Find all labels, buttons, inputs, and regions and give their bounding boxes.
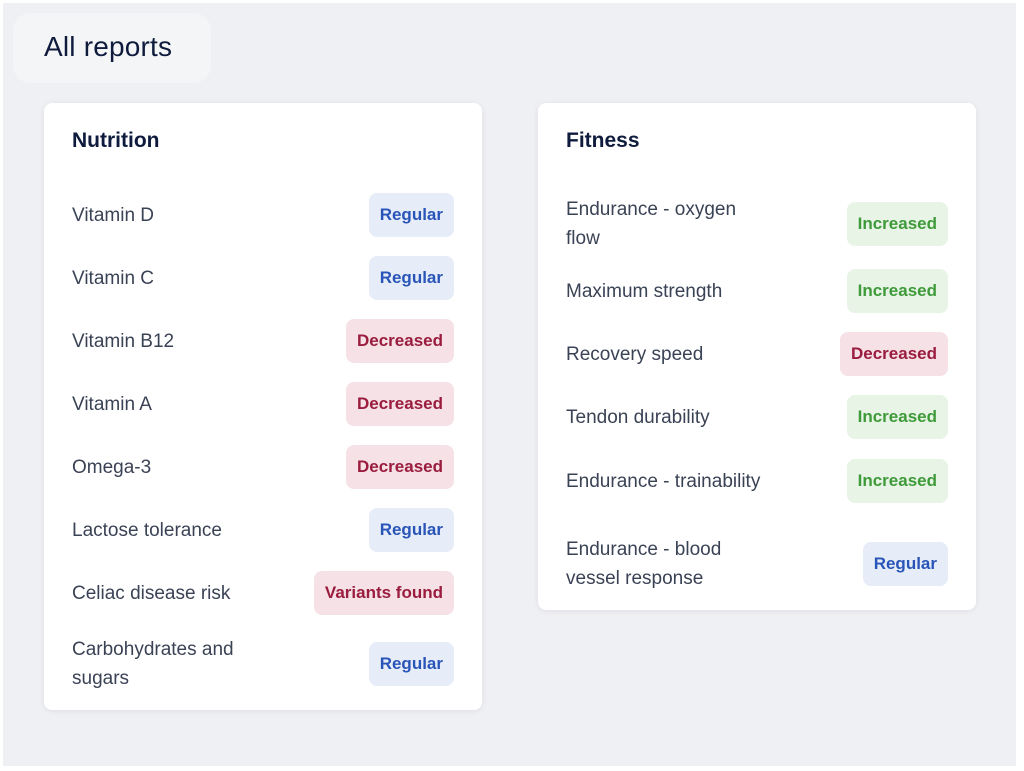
report-label: Celiac disease risk — [72, 582, 231, 604]
status-badge: Increased — [846, 202, 948, 246]
status-badge: Increased — [846, 395, 948, 439]
status-badge: Variants found — [313, 571, 454, 615]
report-label: Maximum strength — [566, 280, 723, 302]
report-label: Vitamin A — [72, 393, 152, 415]
status-badge: Decreased — [839, 332, 948, 376]
report-label: Tendon durability — [566, 406, 710, 428]
nutrition-card-title: Nutrition — [72, 129, 160, 152]
report-label: Vitamin D — [72, 204, 155, 226]
report-row-tendon-durability[interactable]: Tendon durability Increased — [566, 395, 948, 439]
status-badge: Regular — [368, 193, 454, 237]
report-label: Lactose tolerance — [72, 519, 222, 541]
report-row-vitamin-c[interactable]: Vitamin C Regular — [72, 256, 454, 300]
status-badge: Decreased — [345, 445, 454, 489]
status-badge: Decreased — [345, 319, 454, 363]
status-badge: Regular — [368, 642, 454, 686]
status-badge: Decreased — [345, 382, 454, 426]
report-label: Carbohydrates and sugars — [72, 639, 234, 689]
status-badge: Regular — [368, 256, 454, 300]
report-label: Endurance - trainability — [566, 470, 761, 492]
report-label: Vitamin C — [72, 267, 155, 289]
report-row-vitamin-d[interactable]: Vitamin D Regular — [72, 193, 454, 237]
report-label: Vitamin B12 — [72, 330, 175, 352]
fitness-card: Fitness Endurance - oxygen flow Increase… — [538, 103, 976, 610]
report-label: Endurance - oxygen flow — [566, 199, 737, 249]
status-badge: Regular — [368, 508, 454, 552]
report-row-vitamin-a[interactable]: Vitamin A Decreased — [72, 382, 454, 426]
report-row-endurance-blood-vessel-response[interactable]: Endurance - blood vessel response Regula… — [566, 535, 948, 593]
report-row-celiac-disease-risk[interactable]: Celiac disease risk Variants found — [72, 571, 454, 615]
report-row-endurance-trainability[interactable]: Endurance - trainability Increased — [566, 459, 948, 503]
report-row-endurance-oxygen-flow[interactable]: Endurance - oxygen flow Increased — [566, 195, 948, 253]
report-row-lactose-tolerance[interactable]: Lactose tolerance Regular — [72, 508, 454, 552]
reports-page: All reports Nutrition Vitamin D Regular … — [3, 3, 1016, 766]
report-row-vitamin-b12[interactable]: Vitamin B12 Decreased — [72, 319, 454, 363]
report-row-recovery-speed[interactable]: Recovery speed Decreased — [566, 332, 948, 376]
page-title-backdrop — [13, 13, 211, 83]
fitness-card-title: Fitness — [566, 129, 640, 152]
report-label: Omega-3 — [72, 456, 152, 478]
status-badge: Regular — [862, 542, 948, 586]
status-badge: Increased — [846, 459, 948, 503]
nutrition-card: Nutrition Vitamin D Regular Vitamin C Re… — [44, 103, 482, 710]
page-title: All reports — [44, 31, 173, 62]
report-label: Recovery speed — [566, 343, 704, 365]
report-row-omega-3[interactable]: Omega-3 Decreased — [72, 445, 454, 489]
report-row-carbohydrates-and-sugars[interactable]: Carbohydrates and sugars Regular — [72, 635, 454, 693]
report-row-maximum-strength[interactable]: Maximum strength Increased — [566, 269, 948, 313]
status-badge: Increased — [846, 269, 948, 313]
report-label: Endurance - blood vessel response — [566, 539, 722, 589]
